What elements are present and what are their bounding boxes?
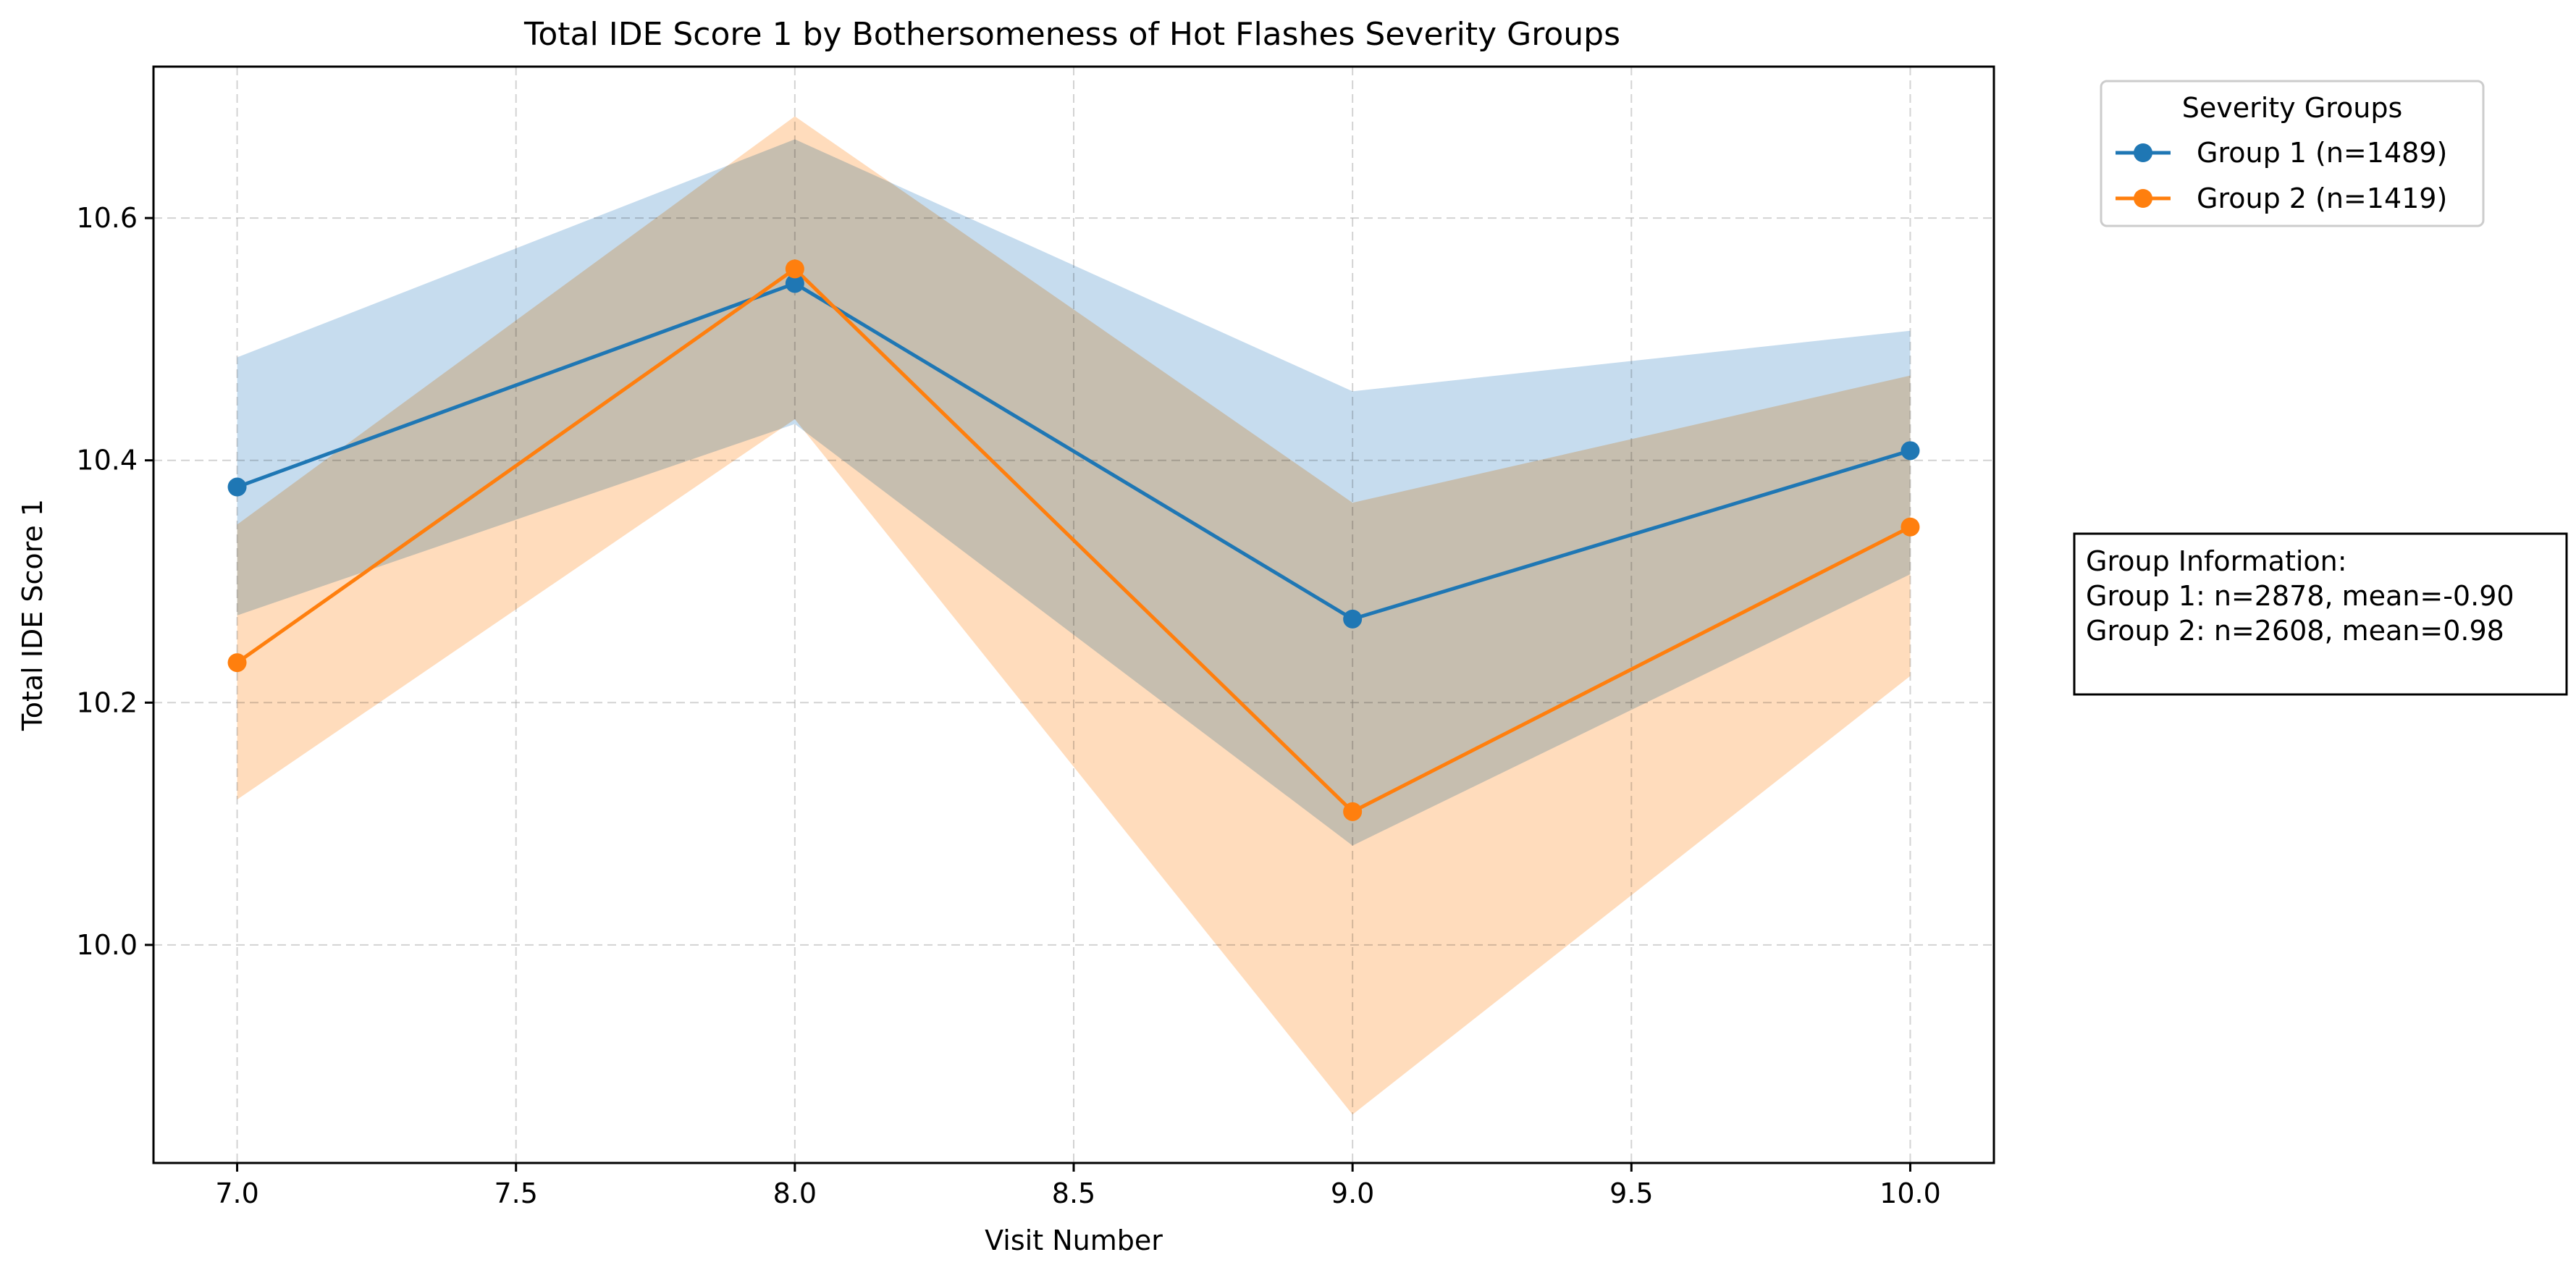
- data-point-group-2-3: [1901, 517, 1920, 537]
- y-tick-label-0: 10.0: [76, 929, 138, 961]
- data-point-group-1-3: [1901, 441, 1920, 461]
- legend-swatch-marker-group-2: [2134, 189, 2152, 208]
- legend-title: Severity Groups: [2182, 92, 2403, 124]
- data-point-group-2-2: [1343, 802, 1363, 821]
- x-tick-label-6: 10.0: [1880, 1177, 1941, 1209]
- annotation-line-1: Group Information:: [2086, 545, 2347, 577]
- annotation-frame: [2073, 532, 2568, 696]
- data-point-group-1-2: [1343, 609, 1363, 629]
- x-tick-label-5: 9.5: [1609, 1177, 1653, 1209]
- x-tick-label-4: 9.0: [1331, 1177, 1374, 1209]
- point-layer: [227, 259, 1920, 821]
- y-tick-label-3: 10.6: [76, 202, 138, 234]
- y-tick-label-1: 10.2: [76, 686, 138, 718]
- x-axis-label: Visit Number: [985, 1225, 1163, 1256]
- annotation-line-2: Group 1: n=2878, mean=-0.90: [2086, 580, 2514, 612]
- legend-swatch-marker-group-1: [2134, 143, 2152, 162]
- x-tick-label-1: 7.5: [494, 1177, 537, 1209]
- data-point-group-2-0: [227, 653, 247, 673]
- data-point-group-1-0: [227, 477, 247, 497]
- data-point-group-2-1: [785, 259, 804, 279]
- legend-label-group-1: Group 1 (n=1489): [2197, 137, 2447, 169]
- series-line-group-1: [236, 281, 1911, 621]
- y-axis-label: Total IDE Score 1: [17, 499, 49, 731]
- y-tick-label-2: 10.4: [76, 445, 138, 476]
- line-layer: [236, 266, 1911, 814]
- series-line-group-2: [236, 266, 1911, 814]
- annotation-box: Group Information: Group 1: n=2878, mean…: [2073, 532, 2568, 696]
- x-tick-label-3: 8.5: [1052, 1177, 1095, 1209]
- tick-layer: 7.0 7.5 8.0 8.5 9.0 9.5 10.0 10.0 10.2 10.4 10.6: [76, 202, 1940, 1209]
- legend-frame: [2100, 80, 2485, 227]
- legend-label-group-2: Group 2 (n=1419): [2197, 182, 2447, 214]
- x-tick-label-0: 7.0: [215, 1177, 258, 1209]
- legend: Severity Groups Group 1 (n=1489) Group 2…: [2100, 80, 2485, 227]
- x-tick-label-2: 8.0: [773, 1177, 817, 1209]
- chart-title: Total IDE Score 1 by Bothersomeness of H…: [523, 16, 1620, 53]
- annotation-line-3: Group 2: n=2608, mean=0.98: [2086, 615, 2504, 647]
- data-point-group-1-1: [785, 274, 804, 293]
